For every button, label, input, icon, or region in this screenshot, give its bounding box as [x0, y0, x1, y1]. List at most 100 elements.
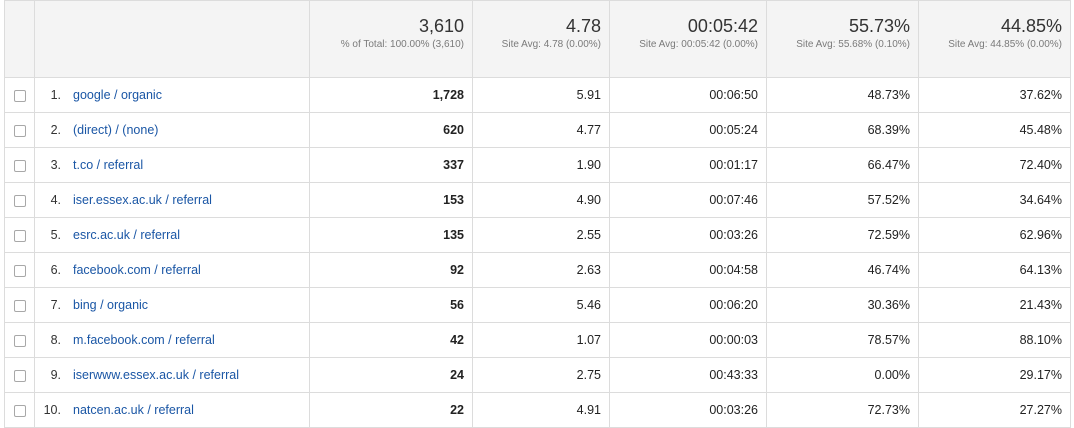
total-sessions: 3,610 % of Total: 100.00% (3,610)	[309, 0, 473, 78]
avg-duration-cell: 00:06:20	[609, 287, 767, 323]
new-sessions-cell: 72.59%	[766, 217, 919, 253]
table-row: 10. natcen.ac.uk / referral 22 4.91 00:03:26…	[4, 392, 1071, 428]
analytics-table: 3,610 % of Total: 100.00% (3,610) 4.78 S…	[4, 0, 1071, 428]
new-sessions-cell: 48.73%	[766, 77, 919, 113]
bounce-rate-cell: 64.13%	[918, 252, 1071, 288]
row-checkbox-cell	[4, 112, 35, 148]
new-sessions-cell: 72.73%	[766, 392, 919, 428]
source-medium-link[interactable]: m.facebook.com / referral	[73, 333, 215, 347]
avg-duration-cell: 00:43:33	[609, 357, 767, 393]
avg-duration-cell: 00:05:24	[609, 112, 767, 148]
row-checkbox[interactable]	[13, 159, 26, 172]
total-subtext: Site Avg: 55.68% (0.10%)	[796, 39, 910, 50]
source-medium-link[interactable]: bing / organic	[73, 298, 149, 312]
bounce-rate-cell: 21.43%	[918, 287, 1071, 323]
bounce-rate-cell: 62.96%	[918, 217, 1071, 253]
total-subtext: % of Total: 100.00% (3,610)	[340, 39, 464, 50]
table-row: 8. m.facebook.com / referral 42 1.07 00:00:0…	[4, 322, 1071, 358]
sessions-cell: 153	[309, 182, 473, 218]
pages-per-session-cell: 4.90	[472, 182, 610, 218]
bounce-rate-cell: 45.48%	[918, 112, 1071, 148]
avg-duration-cell: 00:07:46	[609, 182, 767, 218]
row-checkbox-cell	[4, 287, 35, 323]
sessions-cell: 620	[309, 112, 473, 148]
row-checkbox[interactable]	[13, 194, 26, 207]
source-medium-link[interactable]: facebook.com / referral	[73, 263, 201, 277]
total-avg-duration: 00:05:42 Site Avg: 00:05:42 (0.00%)	[609, 0, 767, 78]
row-checkbox[interactable]	[13, 404, 26, 417]
total-value: 4.78	[565, 16, 601, 36]
total-value: 3,610	[418, 16, 464, 36]
source-medium-link[interactable]: t.co / referral	[73, 158, 144, 172]
avg-duration-cell: 00:01:17	[609, 147, 767, 183]
table-row: 9. iserwww.essex.ac.uk / referral 24 2.75 00…	[4, 357, 1071, 393]
row-number: 8.	[50, 333, 61, 347]
row-checkbox[interactable]	[13, 264, 26, 277]
pages-per-session-cell: 2.75	[472, 357, 610, 393]
new-sessions-cell: 66.47%	[766, 147, 919, 183]
sessions-cell: 1,728	[309, 77, 473, 113]
row-checkbox[interactable]	[13, 229, 26, 242]
row-checkbox-cell	[4, 357, 35, 393]
pages-per-session-cell: 2.55	[472, 217, 610, 253]
new-sessions-cell: 57.52%	[766, 182, 919, 218]
source-medium-link[interactable]: natcen.ac.uk / referral	[73, 403, 194, 417]
table-row: 7. bing / organic 56 5.46 00:06:20 30.36% 21.4…	[4, 287, 1071, 323]
bounce-rate-cell: 27.27%	[918, 392, 1071, 428]
new-sessions-cell: 78.57%	[766, 322, 919, 358]
table-row: 3. t.co / referral 337 1.90 00:01:17 66.47% 72…	[4, 147, 1071, 183]
table-row: 4. iser.essex.ac.uk / referral 153 4.90 00:0…	[4, 182, 1071, 218]
row-checkbox-cell	[4, 77, 35, 113]
new-sessions-cell: 30.36%	[766, 287, 919, 323]
row-checkbox-cell	[4, 147, 35, 183]
sessions-cell: 56	[309, 287, 473, 323]
pages-per-session-cell: 5.46	[472, 287, 610, 323]
dimension-cell: 3. t.co / referral	[34, 147, 310, 183]
source-medium-link[interactable]: (direct) / (none)	[73, 123, 159, 137]
source-medium-link[interactable]: iser.essex.ac.uk / referral	[73, 193, 212, 207]
row-number: 7.	[50, 298, 61, 312]
dimension-cell: 4. iser.essex.ac.uk / referral	[34, 182, 310, 218]
row-checkbox[interactable]	[13, 299, 26, 312]
row-checkbox-cell	[4, 252, 35, 288]
total-subtext: Site Avg: 44.85% (0.00%)	[948, 39, 1062, 50]
bounce-rate-cell: 29.17%	[918, 357, 1071, 393]
avg-duration-cell: 00:03:26	[609, 217, 767, 253]
table-row: 5. esrc.ac.uk / referral 135 2.55 00:03:26 72…	[4, 217, 1071, 253]
source-medium-link[interactable]: esrc.ac.uk / referral	[73, 228, 180, 242]
row-checkbox[interactable]	[13, 334, 26, 347]
avg-duration-cell: 00:00:03	[609, 322, 767, 358]
dimension-cell: 5. esrc.ac.uk / referral	[34, 217, 310, 253]
row-checkbox[interactable]	[13, 124, 26, 137]
row-checkbox-cell	[4, 182, 35, 218]
source-medium-link[interactable]: google / organic	[73, 88, 162, 102]
table-row: 6. facebook.com / referral 92 2.63 00:04:58 4…	[4, 252, 1071, 288]
new-sessions-cell: 0.00%	[766, 357, 919, 393]
total-pages-per-session: 4.78 Site Avg: 4.78 (0.00%)	[472, 0, 610, 78]
total-value: 44.85%	[1000, 16, 1062, 36]
new-sessions-cell: 68.39%	[766, 112, 919, 148]
header-dimension-cell	[34, 0, 310, 78]
row-number: 1.	[50, 88, 61, 102]
row-checkbox-cell	[4, 217, 35, 253]
sessions-cell: 24	[309, 357, 473, 393]
pages-per-session-cell: 4.77	[472, 112, 610, 148]
source-medium-link[interactable]: iserwww.essex.ac.uk / referral	[73, 368, 240, 382]
pages-per-session-cell: 4.91	[472, 392, 610, 428]
bounce-rate-cell: 37.62%	[918, 77, 1071, 113]
row-checkbox[interactable]	[13, 89, 26, 102]
bounce-rate-cell: 72.40%	[918, 147, 1071, 183]
pages-per-session-cell: 2.63	[472, 252, 610, 288]
bounce-rate-cell: 34.64%	[918, 182, 1071, 218]
sessions-cell: 42	[309, 322, 473, 358]
new-sessions-cell: 46.74%	[766, 252, 919, 288]
avg-duration-cell: 00:06:50	[609, 77, 767, 113]
dimension-cell: 9. iserwww.essex.ac.uk / referral	[34, 357, 310, 393]
row-number: 10.	[43, 403, 61, 417]
dimension-cell: 10. natcen.ac.uk / referral	[34, 392, 310, 428]
row-checkbox[interactable]	[13, 369, 26, 382]
total-new-sessions: 55.73% Site Avg: 55.68% (0.10%)	[766, 0, 919, 78]
row-number: 4.	[50, 193, 61, 207]
dimension-cell: 8. m.facebook.com / referral	[34, 322, 310, 358]
row-number: 6.	[50, 263, 61, 277]
